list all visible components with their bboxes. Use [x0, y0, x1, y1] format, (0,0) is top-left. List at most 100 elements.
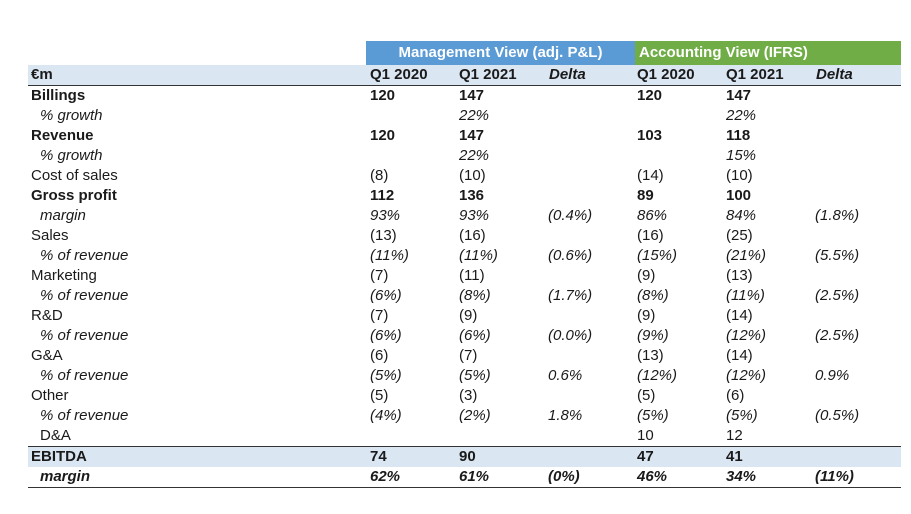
table-cell: (5%)	[637, 407, 669, 424]
table-cell: 22%	[459, 147, 490, 164]
table-cell: 10	[637, 427, 654, 444]
management-view-header: Management View (adj. P&L)	[366, 41, 635, 65]
table-cell: 62%	[370, 468, 401, 485]
table-cell: (8%)	[459, 287, 491, 304]
table-cell: 12	[726, 427, 743, 444]
table-cell: (6)	[370, 347, 389, 364]
col-header-ifrs-q1-2020: Q1 2020	[637, 66, 695, 83]
table-cell: (12%)	[726, 327, 767, 344]
table-cell: 120	[370, 87, 396, 104]
row-label: Marketing	[31, 267, 97, 284]
col-header-ifrs-q1-2021: Q1 2021	[726, 66, 784, 83]
financial-table: €m Q1 2020 Q1 2021 Delta Q1 2020 Q1 2021…	[28, 65, 901, 488]
table-cell: 93%	[370, 207, 401, 224]
table-cell: (8%)	[637, 287, 669, 304]
table-cell: 103	[637, 127, 663, 144]
col-header-mgmt-q1-2020: Q1 2020	[370, 66, 428, 83]
table-cell: (9)	[637, 307, 656, 324]
table-cell: (1.8%)	[815, 207, 860, 224]
table-cell: (0.4%)	[548, 207, 593, 224]
table-row: % of revenue (11%) (11%) (0.6%) (15%) (21%) (5…	[28, 246, 901, 266]
table-cell: 86%	[637, 207, 668, 224]
table-cell: (5)	[370, 387, 389, 404]
table-cell: (5.5%)	[815, 247, 860, 264]
table-cell: (9%)	[637, 327, 669, 344]
table-cell: (13)	[637, 347, 664, 364]
table-row: Sales (13) (16) (16) (25)	[28, 226, 901, 246]
row-label: Revenue	[31, 127, 94, 144]
table-cell: 46%	[637, 468, 668, 485]
table-cell: (0.0%)	[548, 327, 593, 344]
row-label: margin	[40, 207, 86, 224]
table-row: Other (5) (3) (5) (6)	[28, 386, 901, 406]
table-cell: (11%)	[815, 468, 854, 485]
table-cell: (14)	[726, 307, 753, 324]
table-cell: 61%	[459, 468, 490, 485]
row-label: % of revenue	[40, 407, 129, 424]
row-label: R&D	[31, 307, 63, 324]
table-cell: (0.6%)	[548, 247, 593, 264]
table-cell: 120	[637, 87, 663, 104]
table-cell: (9)	[459, 307, 478, 324]
table-row: D&A 10 12	[28, 426, 901, 446]
col-header-ifrs-delta: Delta	[816, 66, 853, 83]
table-cell: (11%)	[459, 247, 498, 264]
row-label: % growth	[40, 147, 103, 164]
table-row: % of revenue (6%) (6%) (0.0%) (9%) (12%) (2.5%…	[28, 326, 901, 346]
table-cell: (5%)	[726, 407, 758, 424]
table-cell: (21%)	[726, 247, 767, 264]
table-header-row: €m Q1 2020 Q1 2021 Delta Q1 2020 Q1 2021…	[28, 65, 901, 86]
table-cell: 93%	[459, 207, 490, 224]
table-cell: (12%)	[637, 367, 678, 384]
table-row: Gross profit 112 136 89 100	[28, 186, 901, 206]
table-body: Billings 120 147 120 147% growth 22% 22% Revenu…	[28, 86, 901, 488]
row-label: % growth	[40, 107, 103, 124]
row-label: Gross profit	[31, 187, 117, 204]
table-row: margin 62% 61% (0%) 46% 34% (11%)	[28, 467, 901, 488]
table-row: % growth 22% 22%	[28, 106, 901, 126]
table-row: EBITDA 74 90 47 41	[28, 446, 901, 467]
table-cell: (11%)	[726, 287, 765, 304]
table-cell: 84%	[726, 207, 757, 224]
table-row: Cost of sales (8) (10) (14) (10)	[28, 166, 901, 186]
table-cell: (5%)	[459, 367, 491, 384]
table-cell: 1.8%	[548, 407, 583, 424]
table-row: Revenue 120 147 103 118	[28, 126, 901, 146]
table-cell: (15%)	[637, 247, 678, 264]
table-cell: (7)	[459, 347, 478, 364]
accounting-view-header: Accounting View (IFRS)	[635, 41, 901, 65]
table-row: % of revenue (5%) (5%) 0.6% (12%) (12%) 0.9%	[28, 366, 901, 386]
table-cell: 147	[459, 87, 485, 104]
table-cell: (11)	[459, 267, 485, 284]
table-cell: (11%)	[370, 247, 409, 264]
table-cell: 41	[726, 448, 743, 465]
table-cell: 34%	[726, 468, 757, 485]
col-header-mgmt-delta: Delta	[549, 66, 586, 83]
table-cell: (5)	[637, 387, 656, 404]
table-cell: (16)	[459, 227, 486, 244]
row-label: D&A	[40, 427, 71, 444]
row-label: EBITDA	[31, 448, 87, 465]
table-cell: (9)	[637, 267, 656, 284]
table-cell: (6%)	[370, 287, 402, 304]
table-cell: (7)	[370, 307, 389, 324]
table-cell: (14)	[637, 167, 664, 184]
row-label: Billings	[31, 87, 86, 104]
table-cell: (5%)	[370, 367, 402, 384]
table-cell: (2.5%)	[815, 327, 860, 344]
table-row: R&D (7) (9) (9) (14)	[28, 306, 901, 326]
row-label: margin	[40, 468, 91, 485]
table-cell: 0.9%	[815, 367, 850, 384]
table-row: % growth 22% 15%	[28, 146, 901, 166]
table-cell: (10)	[459, 167, 486, 184]
row-label: Cost of sales	[31, 167, 118, 184]
table-row: % of revenue (6%) (8%) (1.7%) (8%) (11%) (2.5%…	[28, 286, 901, 306]
table-cell: 136	[459, 187, 485, 204]
table-cell: (12%)	[726, 367, 767, 384]
table-cell: (8)	[370, 167, 389, 184]
table-cell: (10)	[726, 167, 753, 184]
table-row: % of revenue (4%) (2%) 1.8% (5%) (5%) (0.5%)	[28, 406, 901, 426]
table-row: G&A (6) (7) (13) (14)	[28, 346, 901, 366]
table-cell: 15%	[726, 147, 757, 164]
table-cell: 0.6%	[548, 367, 583, 384]
